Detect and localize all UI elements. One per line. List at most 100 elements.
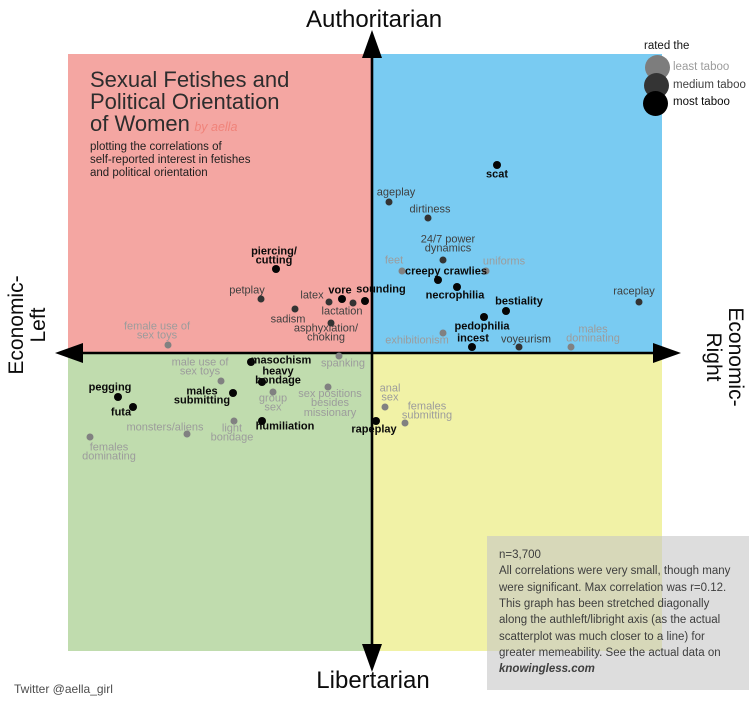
point-dot xyxy=(424,214,432,222)
point-dot xyxy=(325,298,333,306)
point-label: creepy crawlies xyxy=(405,265,487,278)
point-label: male use of sex toys xyxy=(171,356,229,378)
point-label: masochism xyxy=(250,354,312,367)
legend-label-medium: medium taboo xyxy=(673,79,746,91)
website-text: knowingless.com xyxy=(499,663,595,676)
point-label: scat xyxy=(485,168,509,181)
point-dot xyxy=(398,267,406,275)
point-label: males dominating xyxy=(566,323,620,345)
point-dot xyxy=(269,388,277,396)
point-label: humiliation xyxy=(255,420,315,433)
point-dot xyxy=(257,295,265,303)
byline: by aella xyxy=(194,120,238,134)
point-label: heavy bondage xyxy=(255,365,301,387)
point-label: piercing/ cutting xyxy=(251,245,297,267)
point-label: rapeplay xyxy=(351,423,397,436)
point-dot xyxy=(635,298,643,306)
title-block: Sexual Fetishes and Political Orientatio… xyxy=(90,67,320,181)
quadrant-auth-left xyxy=(68,54,372,353)
point-label: sounding xyxy=(356,283,406,296)
point-label: exhibitionism xyxy=(385,334,449,347)
point-dot xyxy=(381,403,389,411)
axis-label-authoritarian: Authoritarian xyxy=(305,6,443,33)
point-label: sadism xyxy=(270,313,306,326)
quadrant-auth-right xyxy=(372,54,662,353)
point-label: uniforms xyxy=(482,255,526,268)
point-label: monsters/aliens xyxy=(126,421,204,434)
quadrant-lib-left xyxy=(68,353,372,651)
note-box: n=3,700 All correlations were very small… xyxy=(487,536,749,690)
point-dot xyxy=(183,430,191,438)
point-dot xyxy=(272,265,280,273)
note-correlations: All correlations were very small, though… xyxy=(499,565,731,594)
legend-label-most: most taboo xyxy=(673,96,730,108)
point-dot xyxy=(372,417,380,425)
point-dot xyxy=(335,352,343,360)
note-stretch: This graph has been stretched diagonally… xyxy=(499,597,721,676)
point-dot xyxy=(247,358,255,366)
axis-label-libertarian: Libertarian xyxy=(316,667,430,694)
point-label: anal sex xyxy=(379,382,401,404)
point-dot xyxy=(385,198,393,206)
point-dot xyxy=(439,329,447,337)
point-label: vore xyxy=(328,284,352,297)
point-dot xyxy=(327,319,335,327)
point-label: males submitting xyxy=(173,385,231,407)
point-label: 24/7 power dynamics xyxy=(420,233,476,255)
point-label: pedophilia xyxy=(454,320,510,333)
point-dot xyxy=(567,343,575,351)
point-label: necrophilia xyxy=(425,289,485,302)
point-label: pegging xyxy=(88,381,132,394)
twitter-credit: Twitter @aella_girl xyxy=(14,682,113,696)
axis-label-economic-right: Economic- Right xyxy=(702,307,748,407)
point-dot xyxy=(515,343,523,351)
point-dot xyxy=(324,383,332,391)
point-label: light bondage xyxy=(210,422,254,444)
point-label: sex positions besides missionary xyxy=(298,387,362,419)
point-dot xyxy=(453,283,461,291)
point-dot xyxy=(502,307,510,315)
point-label: bestiality xyxy=(495,295,543,308)
point-label: females submitting xyxy=(401,400,453,422)
point-label: petplay xyxy=(229,284,265,297)
point-dot xyxy=(338,295,346,303)
point-dot xyxy=(258,378,266,386)
point-dot xyxy=(86,433,94,441)
point-dot xyxy=(439,256,447,264)
point-dot xyxy=(434,276,442,284)
note-sample-size: n=3,700 xyxy=(499,549,541,561)
point-label: female use of sex toys xyxy=(123,320,191,342)
point-dot xyxy=(217,377,225,385)
legend-most-taboo-circle-icon xyxy=(643,91,668,116)
point-dot xyxy=(361,297,369,305)
point-label: feet xyxy=(384,254,404,267)
point-label: dirtiness xyxy=(409,203,451,216)
point-label: spanking xyxy=(320,357,366,370)
point-dot xyxy=(129,403,137,411)
chart-title-line: Sexual Fetishes and Political Orientatio… xyxy=(90,67,320,136)
point-dot xyxy=(258,417,266,425)
point-dot xyxy=(164,341,172,349)
point-label: voyeurism xyxy=(500,333,552,346)
point-dot xyxy=(401,419,409,427)
point-dot xyxy=(230,417,238,425)
legend: rated the least taboo medium taboo most … xyxy=(608,38,756,122)
page-title: Sexual Fetishes and Political Orientatio… xyxy=(90,67,290,136)
point-dot xyxy=(468,343,476,351)
point-label: females dominating xyxy=(82,441,136,463)
legend-label-least: least taboo xyxy=(673,61,730,73)
point-dot xyxy=(291,305,299,313)
point-label: futa xyxy=(110,406,132,419)
point-label: latex xyxy=(300,289,324,302)
point-label: asphyxiation/ choking xyxy=(293,322,359,344)
point-dot xyxy=(229,389,237,397)
point-dot xyxy=(482,267,490,275)
point-label: ageplay xyxy=(376,186,416,199)
point-dot xyxy=(493,161,501,169)
point-dot xyxy=(349,299,357,307)
point-label: raceplay xyxy=(613,285,655,298)
point-dot xyxy=(480,313,488,321)
subtitle: plotting the correlations of self-report… xyxy=(90,141,251,180)
point-label: incest xyxy=(457,332,489,345)
